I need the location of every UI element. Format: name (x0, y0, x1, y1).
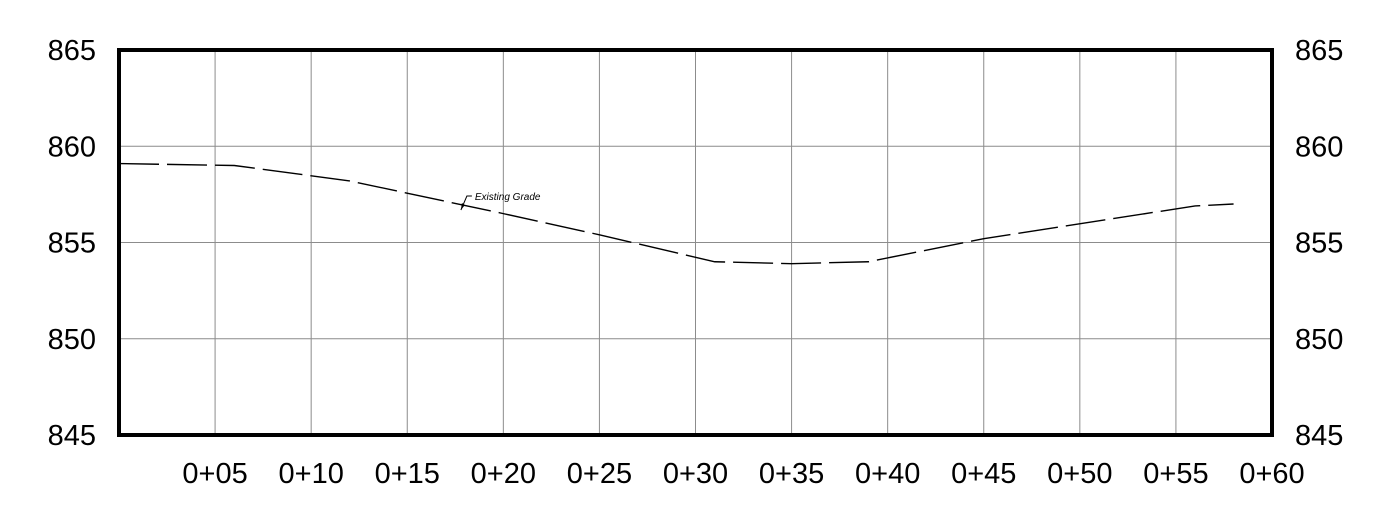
y-axis-right: 845 850 855 860 865 (1295, 35, 1343, 452)
y-tick-label-left: 865 (48, 35, 96, 67)
x-tick-label: 0+55 (1143, 458, 1208, 490)
x-tick-label: 0+15 (375, 458, 440, 490)
annotation-label: Existing Grade (475, 192, 541, 203)
x-tick-label: 0+50 (1047, 458, 1112, 490)
y-tick-label-right: 850 (1295, 324, 1343, 356)
y-axis-left: 845 850 855 860 865 (48, 35, 96, 452)
y-tick-label-left: 855 (48, 228, 96, 260)
x-tick-label: 0+40 (855, 458, 920, 490)
y-tick-label-left: 850 (48, 324, 96, 356)
x-tick-label: 0+30 (663, 458, 728, 490)
y-tick-label-left: 860 (48, 131, 96, 163)
x-axis: 0+05 0+10 0+15 0+20 0+25 0+30 0+35 0+40 0+45 0+50… (182, 458, 1304, 490)
plot-frame (117, 48, 1274, 437)
x-tick-label: 0+10 (279, 458, 344, 490)
grid-lines (119, 50, 1272, 435)
x-tick-label: 0+35 (759, 458, 824, 490)
series-layer (118, 162, 1234, 265)
y-tick-label-right: 855 (1295, 228, 1343, 260)
x-tick-label: 0+20 (471, 458, 536, 490)
x-tick-label: 0+60 (1239, 458, 1304, 490)
x-tick-label: 0+45 (951, 458, 1016, 490)
annotation-layer: Existing Grade (460, 192, 541, 211)
series-line-existing-grade (118, 162, 1234, 265)
y-tick-label-left: 845 (48, 420, 96, 452)
y-tick-label-right: 860 (1295, 131, 1343, 163)
x-tick-label: 0+25 (567, 458, 632, 490)
y-tick-label-right: 865 (1295, 35, 1343, 67)
y-tick-label-right: 845 (1295, 420, 1343, 452)
annotation-arrowhead (460, 203, 465, 210)
x-tick-label: 0+05 (182, 458, 247, 490)
